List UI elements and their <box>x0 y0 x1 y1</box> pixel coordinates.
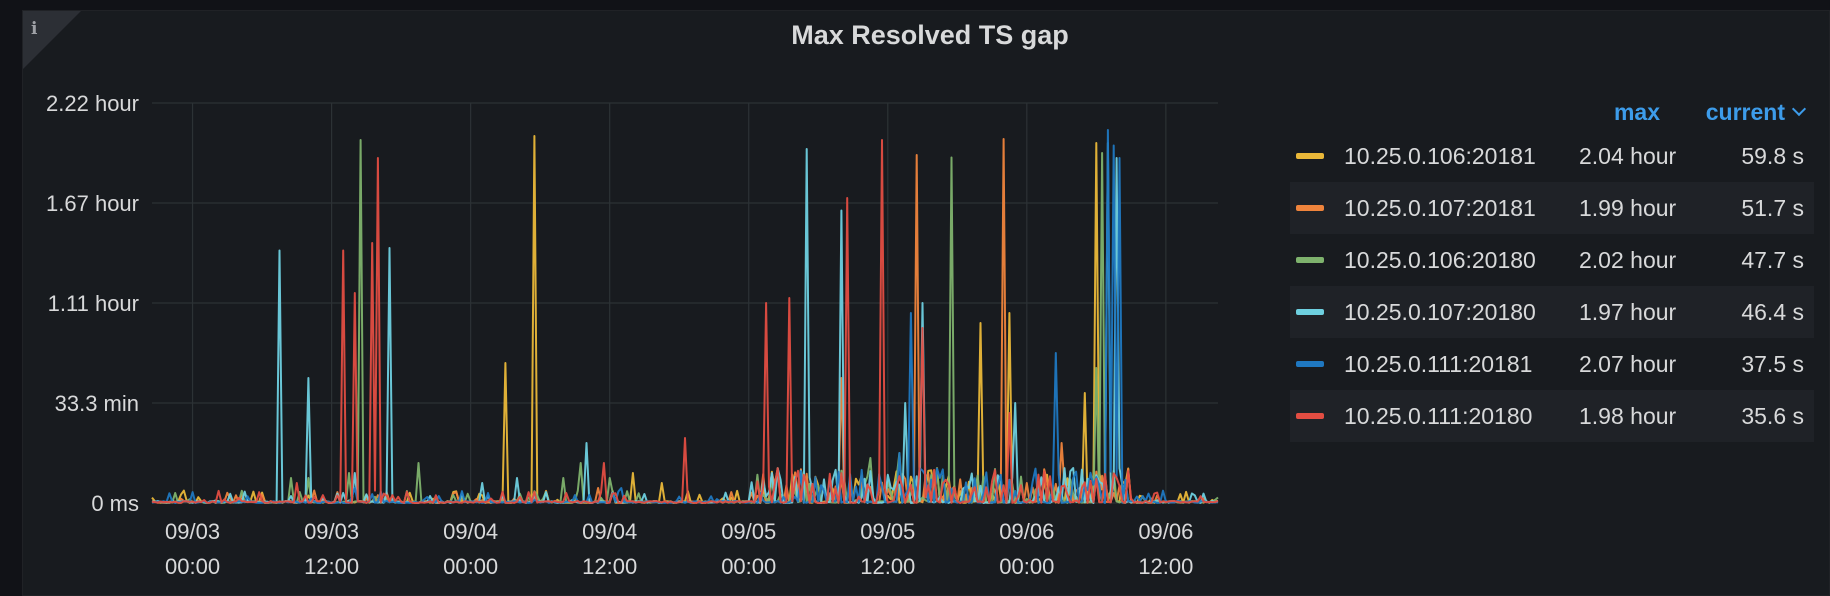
legend-header: max current <box>1290 96 1814 130</box>
x-tick-label: 00:00 <box>165 554 220 579</box>
legend-item[interactable]: 10.25.0.107:20180 1.97 hour 46.4 s <box>1290 286 1814 338</box>
legend-series-name: 10.25.0.111:20181 <box>1344 351 1533 377</box>
y-tick-label: 2.22 hour <box>46 91 139 116</box>
legend-max-value: 2.02 hour <box>1579 247 1677 273</box>
legend-current-value: 59.8 s <box>1741 143 1804 169</box>
legend-current-value: 37.5 s <box>1741 351 1804 377</box>
info-icon[interactable]: i <box>31 19 38 39</box>
series-color-swatch <box>1296 153 1324 159</box>
series-color-swatch <box>1296 205 1324 211</box>
legend-series-name: 10.25.0.107:20180 <box>1344 299 1536 325</box>
series-color-swatch <box>1296 257 1324 263</box>
x-tick-label: 09/03 <box>165 519 220 544</box>
x-tick-label: 12:00 <box>304 554 359 579</box>
legend-current-label: current <box>1705 99 1785 125</box>
y-tick-label: 1.67 hour <box>46 191 139 216</box>
legend-current-value: 47.7 s <box>1741 247 1804 273</box>
series-color-swatch <box>1296 309 1324 315</box>
legend-max-value: 1.98 hour <box>1579 403 1677 429</box>
x-tick-label: 00:00 <box>999 554 1054 579</box>
panel-title[interactable]: Max Resolved TS gap <box>791 20 1069 50</box>
y-tick-label: 0 ms <box>91 491 139 516</box>
legend-max-value: 1.97 hour <box>1579 299 1677 325</box>
series-color-swatch <box>1296 413 1324 419</box>
series-line[interactable] <box>151 139 1219 504</box>
legend-max-value: 2.04 hour <box>1579 143 1677 169</box>
y-tick-label: 33.3 min <box>55 391 139 416</box>
x-tick-label: 00:00 <box>721 554 776 579</box>
legend-sort-max[interactable]: max <box>1613 99 1660 125</box>
x-tick-label: 09/04 <box>443 519 498 544</box>
x-tick-label: 09/06 <box>999 519 1054 544</box>
legend: max current 10.25.0.106:20181 2.04 hour … <box>1290 96 1814 442</box>
x-tick-label: 00:00 <box>443 554 498 579</box>
x-tick-label: 12:00 <box>1138 554 1193 579</box>
x-tick-label: 09/03 <box>304 519 359 544</box>
legend-series-name: 10.25.0.106:20180 <box>1344 247 1536 273</box>
legend-item[interactable]: 10.25.0.106:20180 2.02 hour 47.7 s <box>1290 234 1814 286</box>
x-tick-label: 09/05 <box>860 519 915 544</box>
legend-item[interactable]: 10.25.0.107:20181 1.99 hour 51.7 s <box>1290 182 1814 234</box>
legend-current-value: 46.4 s <box>1741 299 1804 325</box>
line-chart: 0 ms 33.3 min 1.11 hour 1.67 hour 2.22 hour 0… <box>46 91 1219 579</box>
legend-max-value: 1.99 hour <box>1579 195 1677 221</box>
y-tick-label: 1.11 hour <box>48 291 139 316</box>
x-tick-label: 12:00 <box>860 554 915 579</box>
legend-item[interactable]: 10.25.0.111:20180 1.98 hour 35.6 s <box>1290 390 1814 442</box>
legend-sort-current[interactable]: current <box>1705 99 1807 126</box>
x-tick-label: 09/04 <box>582 519 637 544</box>
legend-current-value: 51.7 s <box>1741 195 1804 221</box>
legend-item[interactable]: 10.25.0.106:20181 2.04 hour 59.8 s <box>1290 130 1814 182</box>
legend-current-value: 35.6 s <box>1741 403 1804 429</box>
panel-info-corner[interactable] <box>23 11 81 69</box>
chevron-down-icon <box>1791 101 1807 117</box>
legend-series-name: 10.25.0.107:20181 <box>1344 195 1536 221</box>
legend-item[interactable]: 10.25.0.111:20181 2.07 hour 37.5 s <box>1290 338 1814 390</box>
legend-max-value: 2.07 hour <box>1579 351 1677 377</box>
legend-series-name: 10.25.0.106:20181 <box>1344 143 1536 169</box>
legend-series-name: 10.25.0.111:20180 <box>1344 403 1533 429</box>
x-tick-label: 12:00 <box>582 554 637 579</box>
x-tick-label: 09/05 <box>721 519 776 544</box>
x-tick-label: 09/06 <box>1138 519 1193 544</box>
series-color-swatch <box>1296 361 1324 367</box>
